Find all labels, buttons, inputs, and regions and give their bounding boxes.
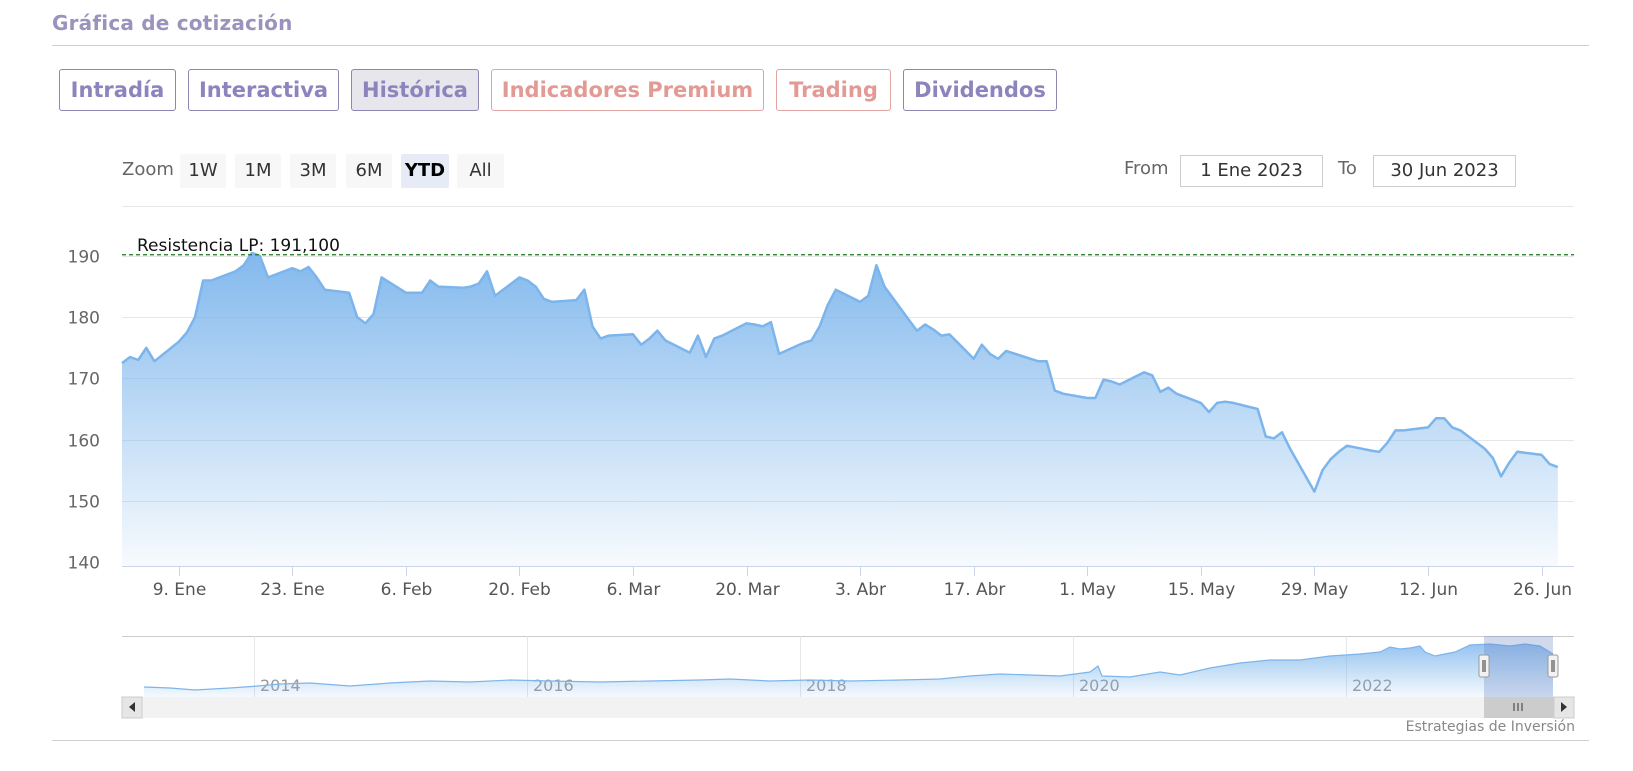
tab-historica[interactable]: Histórica <box>351 69 479 111</box>
zoom-6m-button[interactable]: 6M <box>346 154 392 188</box>
price-area <box>122 252 1558 566</box>
from-label: From <box>1124 158 1169 179</box>
tab-trading[interactable]: Trading <box>776 69 891 111</box>
tab-intradia[interactable]: Intradía <box>59 69 176 111</box>
navigator-handle-right <box>1547 654 1559 678</box>
x-tick-label: 12. Jun <box>1399 580 1458 600</box>
grid-lines <box>122 256 1574 502</box>
x-tick-label: 9. Ene <box>153 580 207 600</box>
zoom-1m-button[interactable]: 1M <box>235 154 281 188</box>
x-axis: 9. Ene 23. Ene 6. Feb 20. Feb 6. Mar 20. Mar 3… <box>153 566 1572 600</box>
scroll-left-button <box>121 696 143 719</box>
navigator-year-label: 2018 <box>806 676 847 695</box>
x-tick-label: 6. Mar <box>607 580 661 600</box>
resistance-line: Resistencia LP: 191,100 <box>122 236 1574 256</box>
credits: Estrategias de Inversión <box>1405 719 1575 735</box>
title-divider <box>52 45 1589 46</box>
zoom-all-button[interactable]: All <box>457 154 504 188</box>
bottom-divider <box>52 740 1589 741</box>
x-tick-label: 15. May <box>1168 580 1236 600</box>
zoom-1w-button[interactable]: 1W <box>180 154 226 188</box>
x-tick-label: 1. May <box>1059 580 1116 600</box>
x-tick-label: 6. Feb <box>381 580 433 600</box>
x-tick-label: 26. Jun <box>1513 580 1572 600</box>
y-axis: 140 150 160 170 180 190 <box>68 248 100 574</box>
navigator-area <box>144 644 1553 697</box>
navigator-window <box>1484 636 1553 697</box>
x-tick-label: 17. Abr <box>944 580 1006 600</box>
navigator-year-label: 2014 <box>260 676 301 695</box>
y-tick-label: 140 <box>68 554 100 574</box>
x-tick-label: 23. Ene <box>260 580 324 600</box>
y-tick-label: 160 <box>68 432 100 452</box>
scrollbar-track <box>122 697 1574 718</box>
resistance-label: Resistencia LP: 191,100 <box>137 236 340 256</box>
y-tick-label: 170 <box>68 370 100 390</box>
to-date-input[interactable]: 30 Jun 2023 <box>1373 155 1516 187</box>
y-tick-label: 150 <box>68 493 100 513</box>
navigator-handle-left <box>1478 654 1490 678</box>
zoom-label: Zoom <box>122 159 174 180</box>
scroll-right-button <box>1553 696 1575 719</box>
x-tick-label: 3. Abr <box>835 580 886 600</box>
tab-interactiva[interactable]: Interactiva <box>188 69 339 111</box>
x-tick-label: 29. May <box>1281 580 1349 600</box>
y-tick-label: 190 <box>68 248 100 268</box>
navigator-line <box>143 643 1554 691</box>
x-tick-label: 20. Feb <box>488 580 551 600</box>
section-title: Gráfica de cotización <box>52 11 293 35</box>
tab-dividendos[interactable]: Dividendos <box>903 69 1057 111</box>
tab-indicadores-premium[interactable]: Indicadores Premium <box>491 69 764 111</box>
to-label: To <box>1338 158 1357 179</box>
zoom-ytd-button[interactable]: YTD <box>401 154 449 188</box>
scroll-right-arrow-icon <box>1561 702 1567 712</box>
zoom-3m-button[interactable]: 3M <box>290 154 336 188</box>
navigator-year-label: 2016 <box>533 676 574 695</box>
navigator: 2014 2016 2018 2020 2022 <box>121 636 1575 719</box>
x-tick-label: 20. Mar <box>715 580 780 600</box>
from-date-input[interactable]: 1 Ene 2023 <box>1180 155 1323 187</box>
scroll-left-arrow-icon <box>129 702 135 712</box>
navigator-year-label: 2022 <box>1352 676 1393 695</box>
scrollbar-thumb <box>1484 697 1554 718</box>
y-tick-label: 180 <box>68 309 100 329</box>
price-line <box>121 251 1559 493</box>
navigator-year-label: 2020 <box>1079 676 1120 695</box>
